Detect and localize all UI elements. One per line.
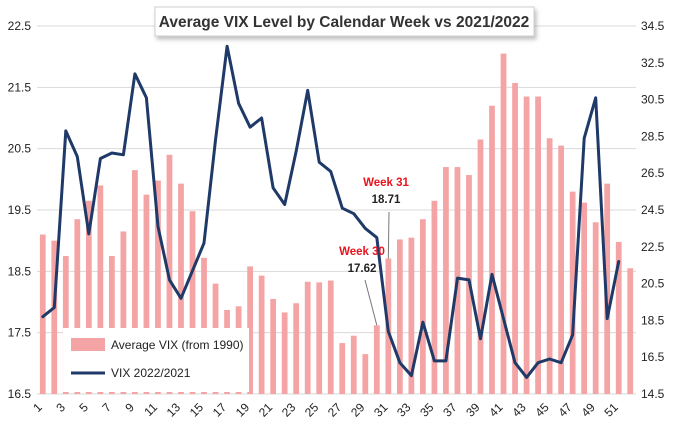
title-frame [154, 6, 535, 37]
y-left-tick-label: 22.5 [8, 19, 32, 33]
annotations: Week 31 18.71 Week 30 17.62 [339, 177, 410, 326]
bar-week-41 [500, 53, 507, 394]
bar-week-9 [132, 170, 138, 394]
bar-week-39 [477, 139, 484, 394]
bar-week-29 [362, 354, 369, 394]
bar-week-22 [281, 312, 288, 394]
bar-week-45 [546, 138, 553, 394]
bar-week-50 [604, 183, 611, 394]
bar-week-8 [120, 231, 127, 394]
y-left-tick-label: 16.5 [8, 387, 32, 401]
bar-week-42 [512, 83, 518, 394]
y-left-tick-label: 18.5 [8, 264, 32, 278]
bar-week-24 [304, 281, 311, 394]
y-right-tick-label: 14.5 [641, 387, 665, 401]
bar-week-7 [108, 256, 115, 394]
bar-week-13 [178, 183, 184, 394]
bar-week-10 [143, 194, 150, 394]
bar-week-27 [339, 343, 346, 394]
bar-week-23 [293, 303, 300, 394]
bar-week-32 [396, 239, 403, 394]
bar-week-2 [51, 240, 58, 394]
bar-week-3 [62, 256, 69, 394]
bar-week-46 [558, 145, 565, 394]
vix-2022-2021-line [41, 44, 621, 379]
bar-week-30 [373, 325, 380, 394]
y-left-tick-label: 20.5 [8, 142, 32, 156]
bar-week-4 [74, 219, 81, 394]
y-right-tick-label: 16.5 [641, 350, 665, 364]
bar-week-6 [97, 185, 104, 394]
bar-week-21 [270, 298, 277, 394]
bar-week-33 [408, 237, 415, 394]
chart-title-box: Average VIX Level by Calendar Week vs 20… [154, 6, 535, 37]
y-left-tick-label: 19.5 [8, 203, 32, 217]
bar-week-35 [431, 200, 438, 394]
line-series [41, 44, 621, 379]
bar-week-25 [316, 282, 323, 394]
bar-week-36 [443, 167, 449, 394]
y-right-tick-label: 18.5 [641, 313, 665, 327]
bar-week-19 [247, 266, 253, 394]
legend: Average VIX (from 1990) VIX 2022/2021 [63, 328, 249, 392]
y-right-tick-label: 20.5 [641, 277, 665, 291]
bar-week-15 [201, 257, 207, 394]
bar-week-20 [258, 275, 265, 394]
y-right-tick-label: 24.5 [641, 203, 665, 217]
annotation-label-week-31: Week 31 [363, 177, 409, 189]
bar-week-47 [569, 191, 576, 394]
legend-label-vix-2022-2021: VIX 2022/2021 [111, 366, 191, 380]
y-right-tick-label: 30.5 [641, 93, 665, 107]
bar-week-48 [581, 202, 588, 394]
bar-week-51 [615, 241, 622, 394]
bar-week-40 [489, 105, 495, 394]
bar-week-52 [627, 268, 634, 394]
chart-title: Average VIX Level by Calendar Week vs 20… [159, 14, 530, 31]
bar-week-44 [535, 96, 541, 395]
y-right-tick-label: 22.5 [641, 240, 665, 254]
legend-label-average-vix: Average VIX (from 1990) [111, 338, 244, 352]
y-right-tick-label: 26.5 [641, 166, 665, 180]
bar-week-49 [592, 222, 599, 394]
bar-week-26 [327, 280, 334, 394]
bar-week-11 [155, 180, 161, 394]
annotation-leader-week-31 [387, 211, 390, 259]
annotation-value-week-30: 17.62 [348, 263, 377, 275]
bar-week-5 [85, 200, 92, 394]
bar-week-43 [523, 96, 530, 395]
y-left-tick-label: 21.5 [8, 80, 32, 94]
bar-week-14 [189, 211, 196, 394]
annotation-label-week-30: Week 30 [339, 246, 385, 258]
y-right-tick-label: 28.5 [641, 129, 665, 143]
y-right-tick-label: 32.5 [641, 56, 665, 70]
annotation-leader-week-30 [364, 279, 378, 326]
bar-week-1 [39, 234, 46, 394]
legend-swatch-bar [71, 338, 105, 351]
bar-week-28 [350, 335, 357, 394]
annotation-value-week-31: 18.71 [372, 194, 401, 206]
bar-week-34 [420, 219, 426, 394]
y-left-tick-label: 17.5 [8, 326, 32, 340]
y-right-tick-label: 34.5 [641, 19, 665, 33]
